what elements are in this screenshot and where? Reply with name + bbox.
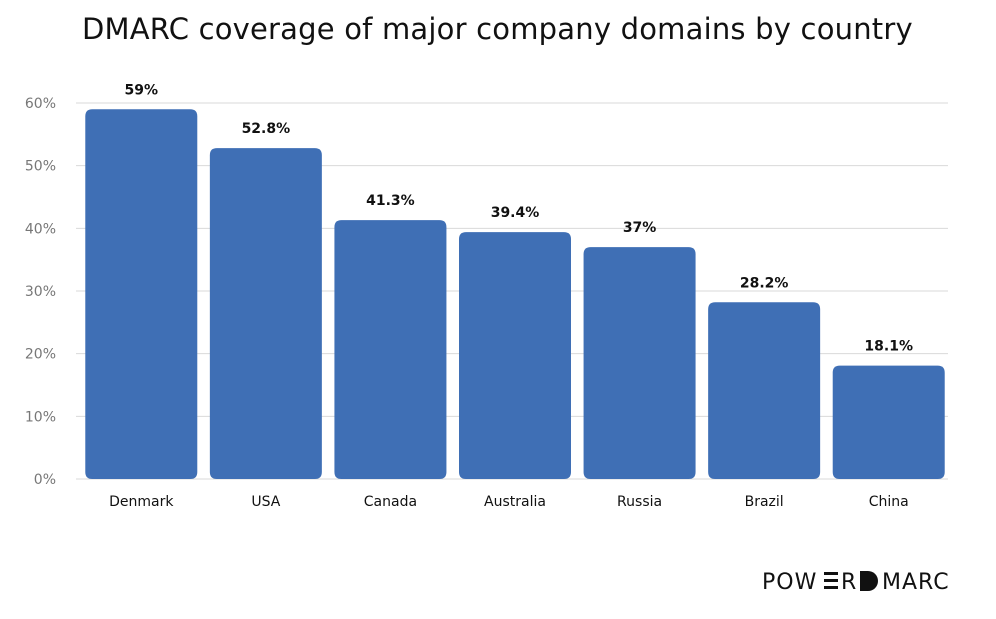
x-tick-label: China <box>869 494 909 510</box>
x-tick-label: Russia <box>617 494 662 510</box>
bar-australia <box>459 232 571 479</box>
powerdmarc-logo-wordmark: POW R MARC <box>762 566 950 596</box>
data-label: 18.1% <box>864 339 913 355</box>
y-tick-label: 0% <box>34 472 56 488</box>
powerdmarc-logo-mark: POW R MARC <box>762 570 950 595</box>
data-label: 59% <box>125 82 159 98</box>
x-tick-label: Denmark <box>109 494 174 510</box>
x-tick-label: Canada <box>364 494 417 510</box>
y-tick-label: 30% <box>25 284 56 300</box>
powerdmarc-logo: POW R MARC <box>762 566 950 596</box>
y-tick-label: 60% <box>25 96 56 112</box>
bar-denmark <box>85 109 198 480</box>
data-label: 52.8% <box>242 121 291 137</box>
y-tick-label: 40% <box>25 221 56 237</box>
bar-brazil <box>708 302 821 479</box>
svg-text:R: R <box>841 570 857 595</box>
data-label: 28.2% <box>740 275 789 291</box>
data-label: 37% <box>623 220 657 236</box>
bar-russia <box>583 247 696 479</box>
svg-text:POW: POW <box>762 570 817 595</box>
y-tick-label: 20% <box>25 347 56 363</box>
data-label: 41.3% <box>366 193 415 209</box>
bar-china <box>832 365 945 479</box>
bar-usa <box>209 148 322 479</box>
x-tick-label: USA <box>251 494 280 510</box>
y-tick-label: 50% <box>25 159 56 175</box>
y-tick-label: 10% <box>25 409 56 425</box>
data-label: 39.4% <box>491 205 540 221</box>
x-tick-label: Brazil <box>745 494 784 510</box>
bar-canada <box>334 220 447 480</box>
svg-text:MARC: MARC <box>882 570 950 595</box>
x-tick-label: Australia <box>484 494 546 510</box>
chart-title: DMARC coverage of major company domains … <box>82 12 913 46</box>
